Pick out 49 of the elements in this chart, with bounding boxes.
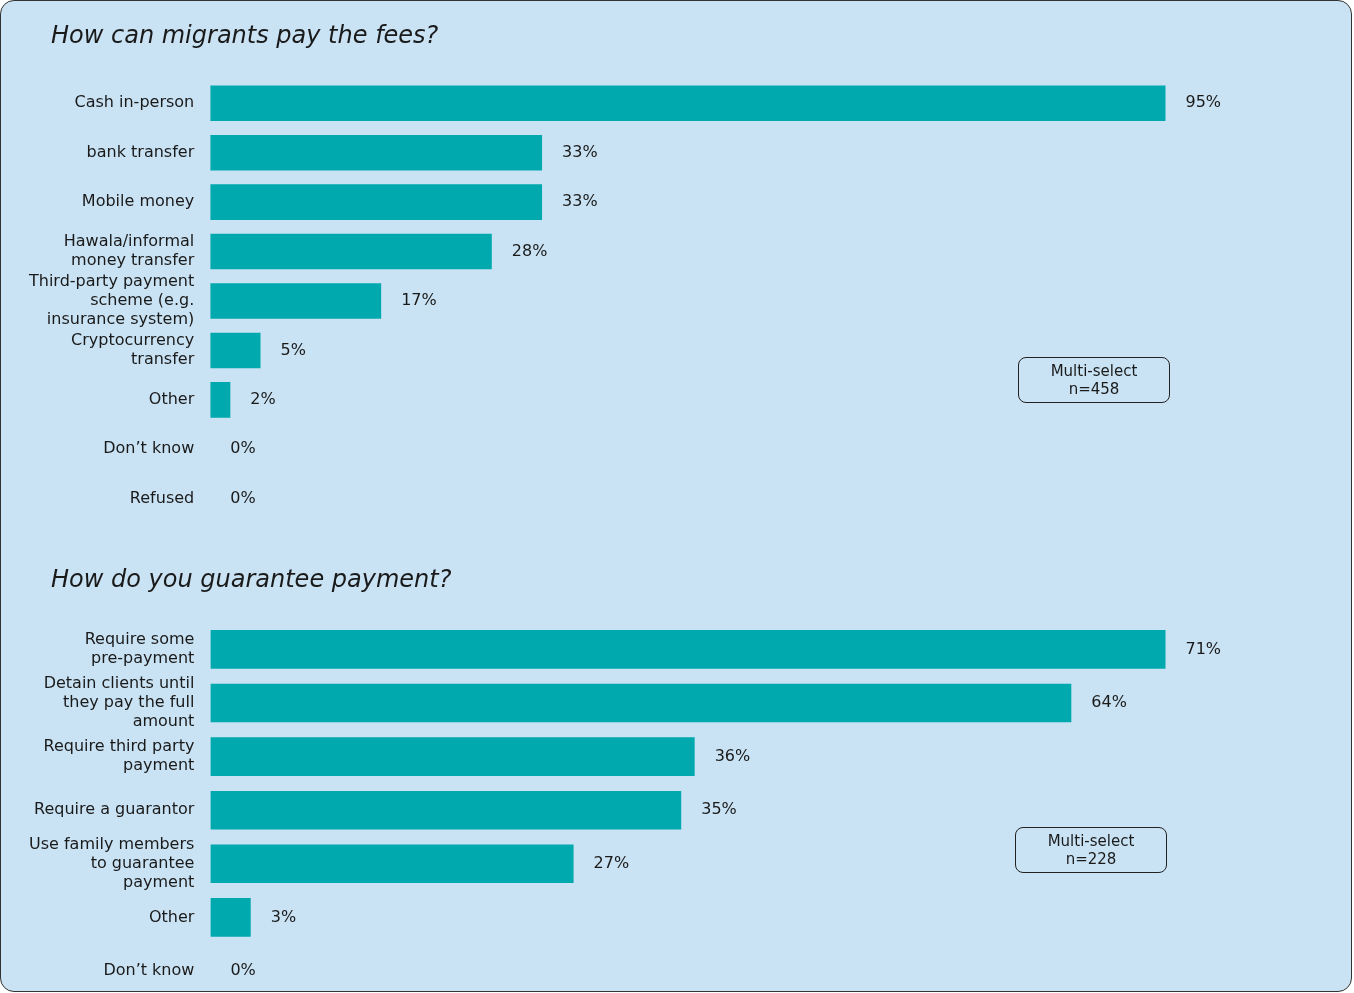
data-label: 28% bbox=[511, 240, 548, 260]
bar bbox=[210, 233, 492, 270]
y-tick-label: Hawala/informal money transfer bbox=[63, 231, 195, 270]
y-tick-label: Cash in-person bbox=[74, 92, 195, 112]
bar bbox=[210, 134, 543, 171]
data-label: 36% bbox=[714, 745, 751, 765]
bar bbox=[210, 683, 1072, 723]
y-tick-label: Require third party payment bbox=[43, 736, 195, 775]
chart-title: How can migrants pay the fees? bbox=[51, 21, 439, 49]
data-label: 0% bbox=[230, 960, 256, 980]
data-label: 3% bbox=[270, 906, 297, 926]
y-tick-label: Require a guarantor bbox=[34, 799, 195, 819]
bar bbox=[210, 844, 574, 884]
bar bbox=[210, 898, 251, 937]
data-label: 0% bbox=[230, 487, 256, 507]
y-tick-label: bank transfer bbox=[86, 141, 195, 161]
data-label: 2% bbox=[250, 389, 276, 408]
bar bbox=[210, 382, 231, 418]
y-tick-label: Other bbox=[148, 906, 195, 926]
y-tick-label: Don’t know bbox=[103, 960, 195, 980]
y-tick-label: Other bbox=[148, 389, 195, 408]
y-tick-label: Mobile money bbox=[81, 191, 195, 211]
y-tick-label: Cryptocurrency transfer bbox=[71, 329, 195, 369]
data-label: 95% bbox=[1185, 92, 1222, 112]
y-tick-label: Third-party payment scheme (e.g. insurance system) bbox=[27, 270, 195, 329]
bar bbox=[210, 790, 682, 830]
annotation: Multi-select n=228 bbox=[1015, 827, 1167, 873]
data-label: 71% bbox=[1185, 638, 1222, 658]
y-tick-label: Use family members to guarantee payment bbox=[29, 833, 195, 892]
bar bbox=[210, 737, 695, 776]
data-label: 33% bbox=[562, 141, 598, 161]
y-tick-label: Refused bbox=[129, 487, 195, 507]
y-tick-label: Require some pre-payment bbox=[84, 628, 195, 668]
data-label: 64% bbox=[1091, 692, 1127, 712]
bar bbox=[210, 332, 261, 369]
bar bbox=[210, 85, 1166, 122]
data-label: 0% bbox=[230, 438, 256, 458]
y-tick-label: Don’t know bbox=[103, 438, 195, 458]
data-label: 35% bbox=[701, 799, 737, 819]
chart-title: How do you guarantee payment? bbox=[51, 565, 452, 593]
data-label: 27% bbox=[593, 852, 630, 872]
bar bbox=[210, 184, 543, 220]
y-tick-label: Detain clients until they pay the full amount bbox=[43, 672, 195, 731]
data-label: 5% bbox=[280, 339, 306, 359]
data-label: 33% bbox=[562, 191, 598, 211]
annotation: Multi-select n=458 bbox=[1018, 357, 1170, 403]
bar bbox=[210, 283, 382, 319]
bar bbox=[210, 630, 1166, 669]
data-label: 17% bbox=[401, 290, 437, 310]
